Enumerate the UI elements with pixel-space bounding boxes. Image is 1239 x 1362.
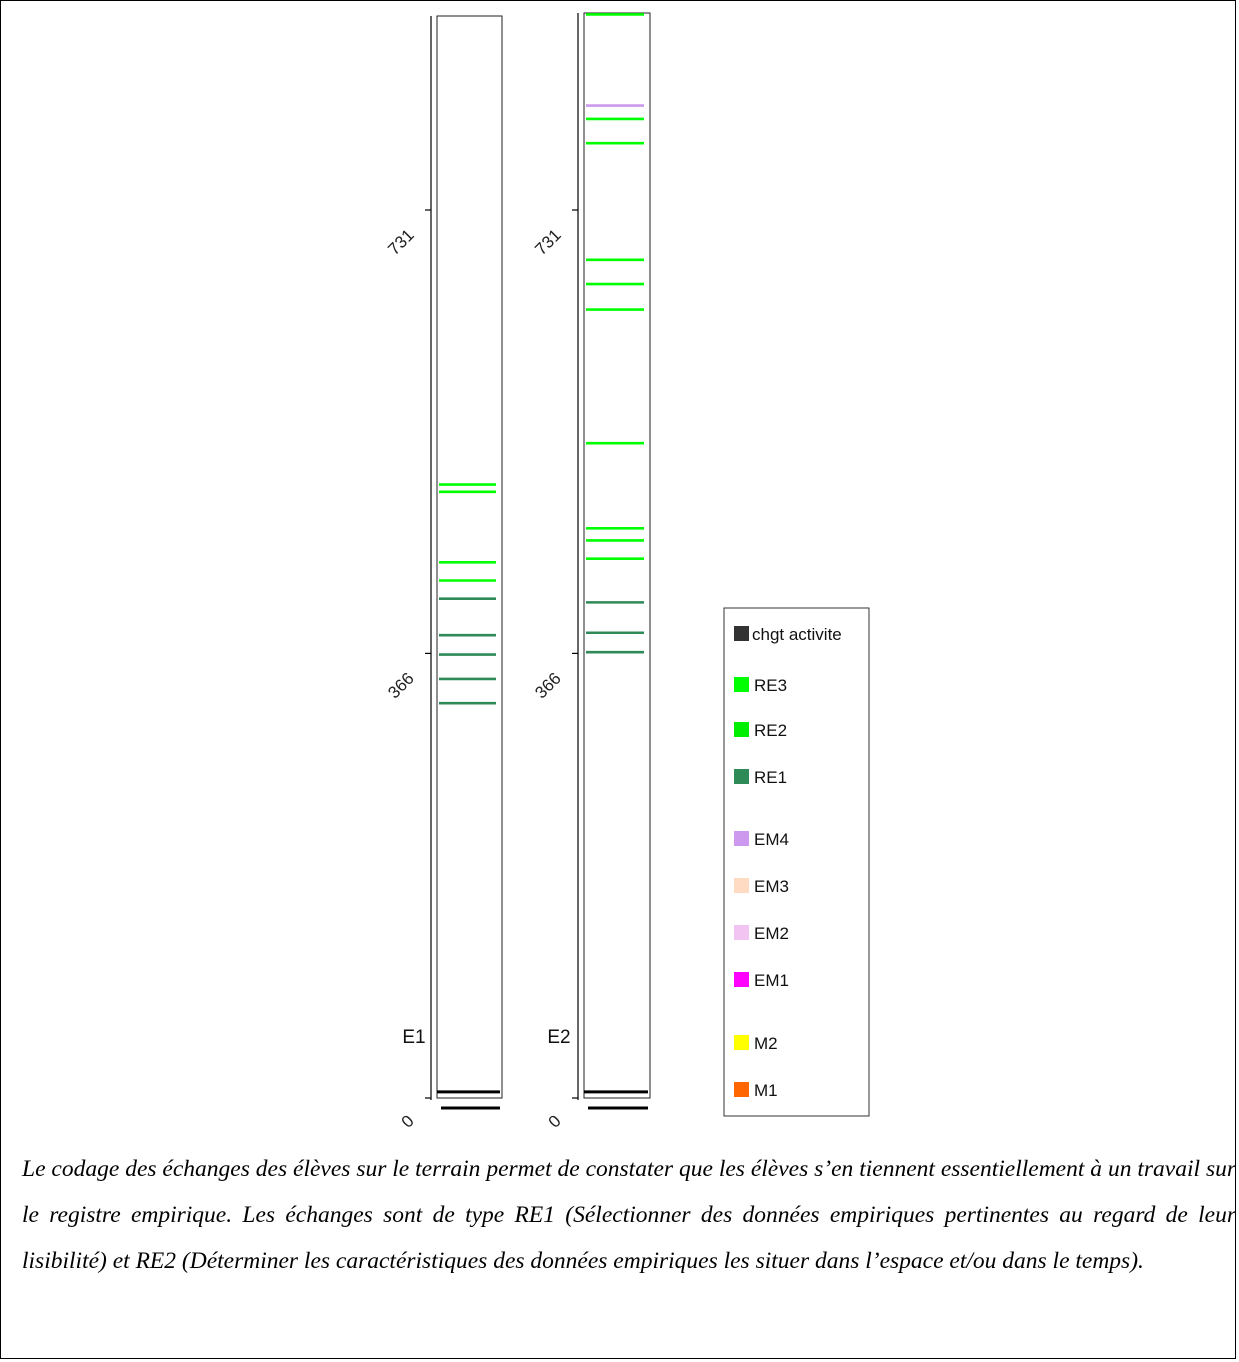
y-tick-label: 731	[384, 225, 417, 258]
legend-box	[723, 607, 870, 1117]
column-label-e2: E2	[547, 1027, 570, 1048]
legend-label-em2: EM2	[754, 924, 789, 943]
legend-swatch-re3	[734, 677, 749, 692]
legend-label-m1: M1	[754, 1081, 778, 1100]
legend-label-em4: EM4	[754, 830, 789, 849]
column-box-e1	[436, 15, 503, 1099]
y-tick-label: 731	[531, 225, 564, 258]
legend-swatch-re2	[734, 722, 749, 737]
legend-label-re2: RE2	[754, 721, 787, 740]
figure-caption: Le codage des échanges des élèves sur le…	[22, 1156, 1236, 1274]
legend-swatch-re1	[734, 769, 749, 784]
legend-label-re3: RE3	[754, 676, 787, 695]
legend-swatch-m2	[734, 1035, 749, 1050]
y-tick-label: 366	[384, 669, 417, 702]
y-tick-label: 0	[545, 1111, 565, 1131]
legend-label-chgt-activite: chgt activite	[752, 625, 842, 644]
legend-swatch-em2	[734, 925, 749, 940]
legend-label-m2: M2	[754, 1034, 778, 1053]
activity-timeline-chart: 0 366 731 E1 0 366 731 E2 chgt activite RE3 RE2 RE1…	[384, 12, 870, 1132]
legend-swatch-em3	[734, 878, 749, 893]
legend-label-em3: EM3	[754, 877, 789, 896]
legend-swatch-chgt-activite	[734, 626, 749, 641]
column-box-e2	[583, 12, 651, 1099]
legend-label-re1: RE1	[754, 768, 787, 787]
legend-label-em1: EM1	[754, 971, 789, 990]
legend-swatch-em1	[734, 972, 749, 987]
y-tick-label: 0	[398, 1111, 418, 1131]
legend-swatch-m1	[734, 1082, 749, 1097]
legend-swatch-em4	[734, 831, 749, 846]
column-label-e1: E1	[402, 1027, 425, 1048]
y-tick-label: 366	[531, 669, 564, 702]
